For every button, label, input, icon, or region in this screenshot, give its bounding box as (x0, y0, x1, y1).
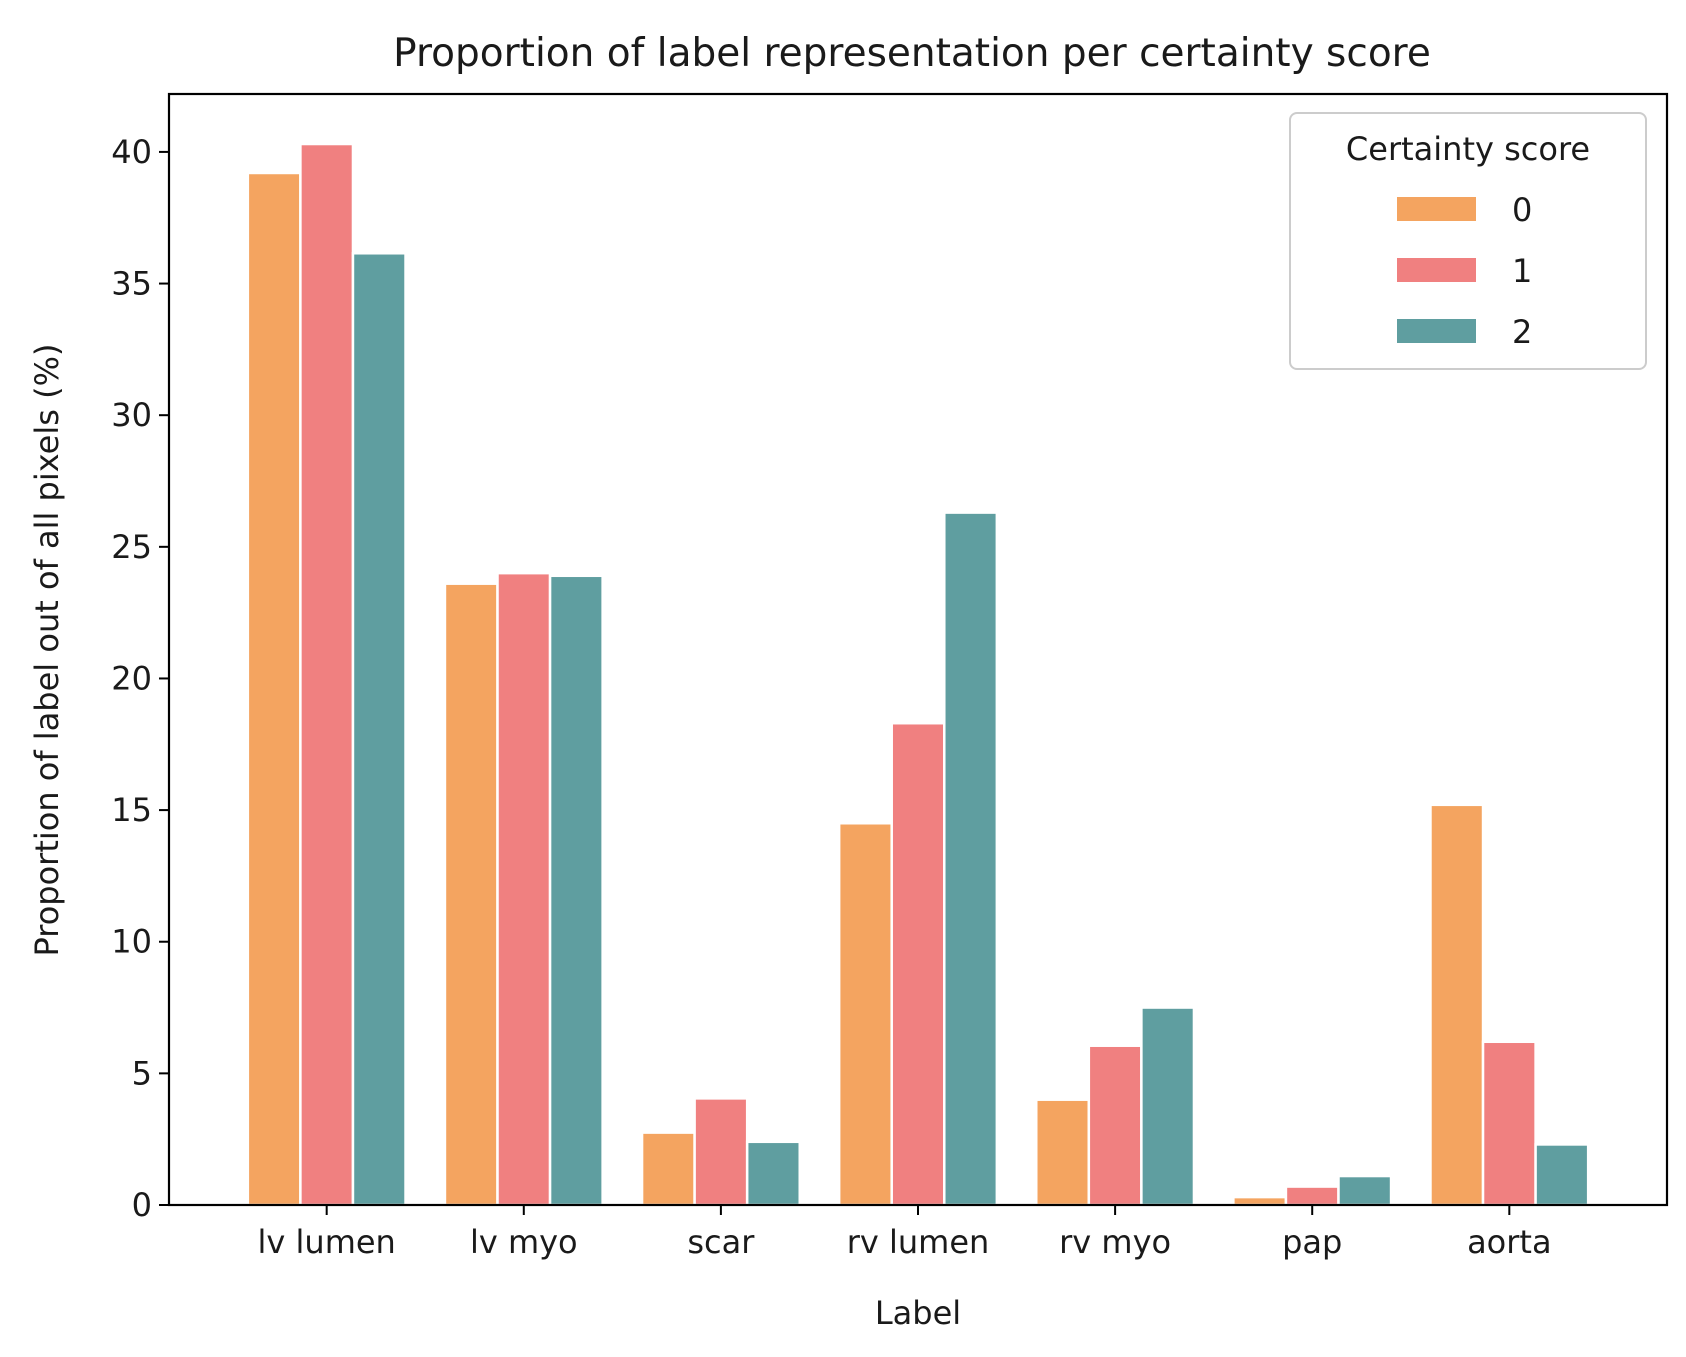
bar-pap-score-2 (1337, 1174, 1393, 1207)
y-tick-label: 0 (132, 1186, 152, 1224)
bar-rv-myo-score-1 (1087, 1044, 1143, 1207)
bar-rv-myo-score-2 (1140, 1006, 1196, 1207)
y-axis-label: Proportion of label out of all pixels (%… (28, 344, 66, 957)
bar-scar-score-0 (640, 1131, 696, 1207)
y-axis: 0 5 10 15 20 25 30 35 40 (111, 133, 169, 1224)
y-tick-label: 25 (111, 528, 152, 566)
bar-aorta-score-0 (1429, 803, 1485, 1207)
bar-aorta-score-2 (1534, 1143, 1590, 1207)
x-axis: lv lumen lv myo scar rv lumen rv myo pap aorta (258, 1205, 1552, 1261)
bar-rv-myo-score-0 (1035, 1098, 1091, 1207)
y-tick-label: 35 (111, 265, 152, 303)
legend: Certainty score 0 1 2 (1289, 112, 1647, 370)
x-tick-label: pap (1282, 1223, 1342, 1261)
bar-lv-myo-score-2 (548, 574, 604, 1207)
x-tick-label: rv myo (1059, 1223, 1171, 1261)
x-tick-label: lv myo (470, 1223, 578, 1261)
x-tick-label: scar (687, 1223, 755, 1261)
chart-title: Proportion of label representation per c… (393, 31, 1431, 76)
bar-pap-score-0 (1232, 1195, 1288, 1207)
bars-group (246, 142, 1590, 1207)
bar-lv-lumen-score-2 (351, 252, 407, 1207)
bar-lv-myo-score-0 (443, 582, 499, 1207)
x-tick-label: rv lumen (847, 1223, 990, 1261)
bar-lv-lumen-score-1 (299, 142, 355, 1207)
bar-rv-lumen-score-1 (890, 721, 946, 1207)
x-axis-label: Label (875, 1294, 961, 1332)
y-tick-label: 5 (132, 1054, 152, 1092)
bar-rv-lumen-score-2 (943, 511, 999, 1207)
y-tick-label: 40 (111, 133, 152, 171)
bar-scar-score-1 (693, 1097, 749, 1207)
legend-label-2: 2 (1512, 313, 1532, 351)
bar-lv-lumen-score-0 (246, 171, 302, 1207)
bar-aorta-score-1 (1481, 1040, 1537, 1207)
bar-rv-lumen-score-0 (837, 822, 893, 1207)
legend-title: Certainty score (1346, 130, 1590, 168)
legend-swatch-1 (1397, 258, 1476, 282)
legend-label-1: 1 (1512, 252, 1532, 290)
legend-label-0: 0 (1512, 191, 1532, 229)
legend-swatch-0 (1397, 197, 1476, 221)
y-tick-label: 20 (111, 659, 152, 697)
y-tick-label: 30 (111, 396, 152, 434)
bar-lv-myo-score-1 (496, 571, 552, 1207)
y-tick-label: 10 (111, 923, 152, 961)
bar-scar-score-2 (745, 1140, 801, 1207)
x-tick-label: aorta (1467, 1223, 1552, 1261)
x-tick-label: lv lumen (258, 1223, 396, 1261)
legend-swatch-2 (1397, 319, 1476, 343)
y-tick-label: 15 (111, 791, 152, 829)
legend-box (1289, 112, 1647, 370)
bar-pap-score-1 (1284, 1185, 1340, 1207)
